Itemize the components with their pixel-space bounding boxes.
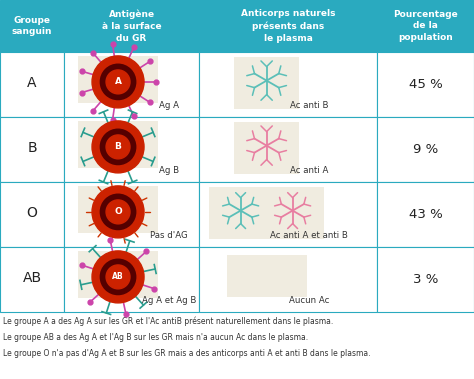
- Text: A: A: [27, 76, 37, 90]
- Bar: [377, 247, 474, 312]
- Bar: [0, 247, 64, 312]
- Text: Ag A: Ag A: [159, 101, 179, 110]
- Circle shape: [100, 129, 136, 164]
- Bar: [377, 117, 474, 182]
- Circle shape: [106, 200, 130, 224]
- Text: Le groupe AB a des Ag A et l'Ag B sur les GR mais n'a aucun Ac dans le plasma.: Le groupe AB a des Ag A et l'Ag B sur le…: [3, 333, 308, 342]
- Circle shape: [106, 265, 130, 289]
- Circle shape: [106, 135, 130, 159]
- Circle shape: [100, 64, 136, 100]
- Text: AB: AB: [112, 273, 124, 281]
- Text: Pas d'AG: Pas d'AG: [150, 231, 188, 240]
- Text: Aucun Ac: Aucun Ac: [289, 296, 329, 305]
- Text: B: B: [115, 143, 121, 151]
- Text: O: O: [27, 206, 37, 220]
- Text: AB: AB: [22, 271, 42, 285]
- Bar: [199, 0, 377, 52]
- Bar: [78, 121, 158, 168]
- Bar: [209, 187, 324, 239]
- Bar: [0, 117, 64, 182]
- Bar: [0, 0, 64, 52]
- Text: Antigène
à la surface
du GR: Antigène à la surface du GR: [102, 9, 161, 42]
- Bar: [78, 251, 158, 298]
- Text: 43 %: 43 %: [409, 208, 442, 221]
- Bar: [0, 52, 64, 117]
- Circle shape: [92, 121, 144, 173]
- Text: Ag B: Ag B: [159, 166, 180, 175]
- Circle shape: [106, 70, 130, 94]
- Bar: [64, 182, 199, 247]
- Text: O: O: [114, 207, 122, 216]
- Bar: [377, 52, 474, 117]
- Text: Le groupe A a des Ag A sur les GR et l'Ac antiB présent naturellement dans le pl: Le groupe A a des Ag A sur les GR et l'A…: [3, 317, 333, 326]
- Bar: [64, 52, 199, 117]
- Text: Groupe
sanguin: Groupe sanguin: [12, 16, 52, 36]
- Bar: [64, 247, 199, 312]
- Bar: [377, 0, 474, 52]
- Circle shape: [92, 186, 144, 238]
- Text: A: A: [115, 77, 121, 86]
- Text: Anticorps naturels
présents dans
le plasma: Anticorps naturels présents dans le plas…: [241, 9, 335, 43]
- Text: 3 %: 3 %: [413, 273, 438, 286]
- Text: Le groupe O n'a pas d'Ag A et B sur les GR mais a des anticorps anti A et anti B: Le groupe O n'a pas d'Ag A et B sur les …: [3, 349, 371, 358]
- Text: Pourcentage
de la
population: Pourcentage de la population: [393, 10, 458, 42]
- Bar: [78, 56, 158, 103]
- Bar: [234, 57, 299, 109]
- Bar: [78, 186, 158, 233]
- Text: Ag A et Ag B: Ag A et Ag B: [142, 296, 197, 305]
- Bar: [199, 52, 377, 117]
- Bar: [0, 182, 64, 247]
- Bar: [199, 247, 377, 312]
- Bar: [227, 255, 307, 297]
- Bar: [377, 182, 474, 247]
- Text: Ac anti A: Ac anti A: [290, 166, 328, 175]
- Bar: [64, 0, 199, 52]
- Circle shape: [100, 194, 136, 230]
- Circle shape: [92, 251, 144, 303]
- Text: 45 %: 45 %: [409, 78, 442, 91]
- Text: 9 %: 9 %: [413, 143, 438, 156]
- Bar: [64, 117, 199, 182]
- Circle shape: [100, 259, 136, 294]
- Bar: [199, 117, 377, 182]
- Bar: [234, 122, 299, 174]
- Text: Ac anti A et anti B: Ac anti A et anti B: [270, 231, 348, 240]
- Bar: [199, 182, 377, 247]
- Text: Ac anti B: Ac anti B: [290, 101, 328, 110]
- Text: B: B: [27, 141, 37, 155]
- Circle shape: [92, 56, 144, 108]
